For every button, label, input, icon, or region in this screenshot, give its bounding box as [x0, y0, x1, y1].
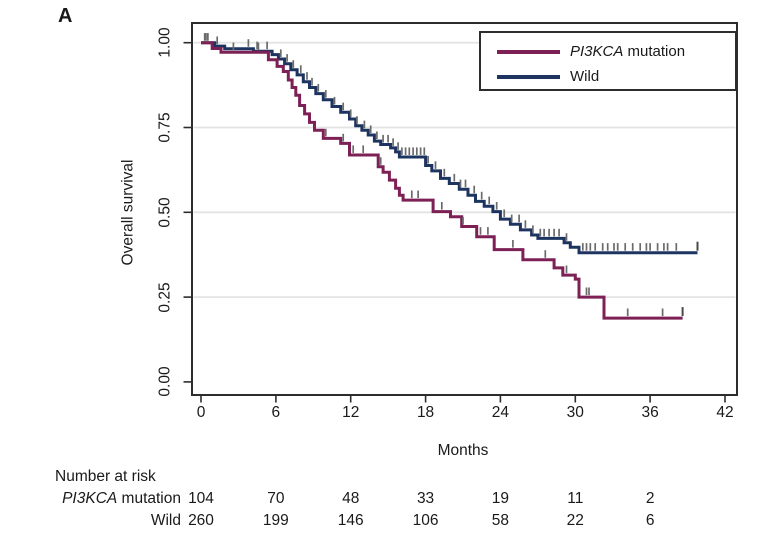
y-tick-label: 0.75	[156, 112, 174, 143]
y-tick-label: 0.00	[156, 366, 174, 397]
x-tick-label: 0	[196, 404, 206, 421]
legend-label-wild: Wild	[570, 68, 600, 85]
y-axis-title: Overall survival	[119, 159, 137, 266]
risk-count: 104	[188, 490, 214, 507]
y-tick-label: 1.00	[156, 27, 174, 58]
risk-count: 58	[491, 512, 510, 529]
x-tick-label: 6	[271, 404, 281, 421]
legend-line-wild	[497, 74, 560, 79]
survival-curve-pi3kca-mutation	[201, 41, 683, 320]
x-tick-label: 18	[416, 404, 435, 421]
y-tick-label: 0.25	[156, 282, 174, 313]
legend-item-wild: Wild	[481, 64, 735, 89]
legend-line-pi3kca	[497, 49, 560, 54]
x-tick-label: 12	[342, 404, 360, 421]
plot-frame	[191, 22, 738, 396]
risk-count: 2	[645, 490, 655, 507]
risk-table-header: Number at risk	[55, 468, 156, 485]
y-tick-label: 0.50	[156, 197, 174, 228]
x-axis-title: Months	[437, 442, 489, 459]
legend-label-pi3kca: PI3KCA mutation	[570, 43, 686, 60]
risk-count: 33	[416, 490, 435, 507]
x-tick-label: 24	[491, 404, 510, 421]
risk-count: 146	[337, 512, 364, 529]
risk-count: 106	[412, 512, 439, 529]
risk-row-label-wild: Wild	[150, 512, 181, 529]
survival-curve-wild	[201, 41, 698, 255]
risk-count: 199	[262, 512, 289, 529]
risk-row-label-pi3kca: PI3KCA mutation	[62, 490, 181, 507]
risk-count: 19	[491, 490, 510, 507]
risk-count: 70	[267, 490, 285, 507]
legend: PI3KCA mutation Wild	[479, 31, 737, 91]
x-tick-label: 36	[641, 404, 659, 421]
risk-count: 260	[188, 512, 214, 529]
x-tick-label: 30	[566, 404, 584, 421]
risk-count: 22	[566, 512, 584, 529]
risk-count: 48	[342, 490, 360, 507]
risk-count: 11	[567, 490, 584, 507]
panel-label: A	[58, 5, 73, 27]
risk-count: 6	[645, 512, 655, 529]
x-tick-label: 42	[716, 404, 734, 421]
legend-item-pi3kca-mutation: PI3KCA mutation	[481, 39, 735, 64]
